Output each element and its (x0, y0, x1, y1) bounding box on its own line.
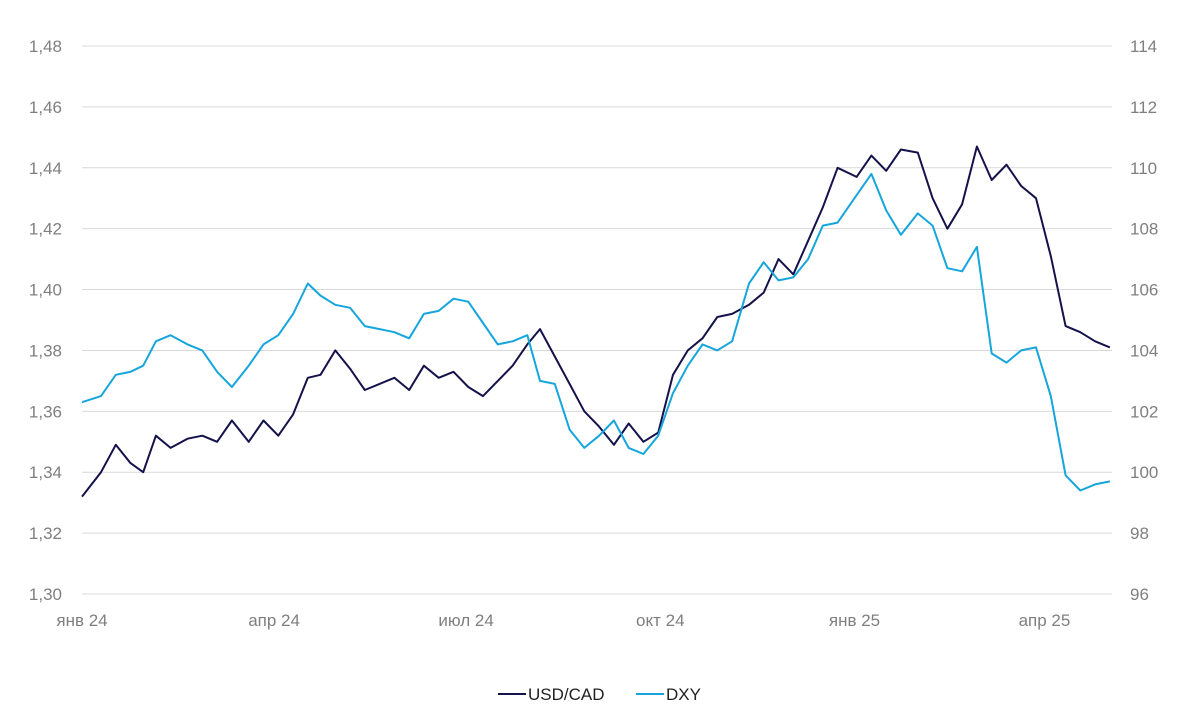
y-left-tick-label: 1,44 (29, 159, 62, 178)
y-right-tick-label: 102 (1130, 402, 1158, 421)
x-tick-label: янв 25 (829, 611, 880, 630)
y-left-tick-label: 1,40 (29, 281, 62, 300)
y-right-tick-label: 112 (1130, 98, 1157, 117)
x-tick-label: апр 24 (248, 611, 300, 630)
x-tick-label: окт 24 (636, 611, 685, 630)
y-left-tick-label: 1,32 (29, 524, 62, 543)
y-left-tick-label: 1,46 (29, 98, 62, 117)
x-tick-label: июл 24 (438, 611, 493, 630)
y-right-tick-label: 98 (1130, 524, 1149, 543)
series-line-usd-cad (81, 145, 1111, 498)
legend-label: USD/CAD (528, 685, 605, 704)
series-line-dxy (81, 172, 1111, 492)
y-left-tick-label: 1,48 (29, 37, 62, 56)
y-right-tick-label: 100 (1130, 463, 1158, 482)
y-right-tick-label: 106 (1130, 281, 1158, 300)
y-left-tick-label: 1,42 (29, 220, 62, 239)
y-right-tick-label: 108 (1130, 220, 1158, 239)
x-tick-label: апр 25 (1019, 611, 1071, 630)
y-right-tick-label: 96 (1130, 585, 1149, 604)
y-left-tick-label: 1,38 (29, 341, 62, 360)
y-right-tick-label: 104 (1130, 341, 1158, 360)
y-right-tick-label: 114 (1130, 37, 1157, 56)
y-left-tick-label: 1,34 (29, 463, 62, 482)
y-left-tick-label: 1,30 (29, 585, 62, 604)
x-tick-label: янв 24 (56, 611, 107, 630)
y-left-tick-label: 1,36 (29, 402, 62, 421)
y-right-tick-label: 110 (1130, 159, 1157, 178)
legend-label: DXY (666, 685, 701, 704)
